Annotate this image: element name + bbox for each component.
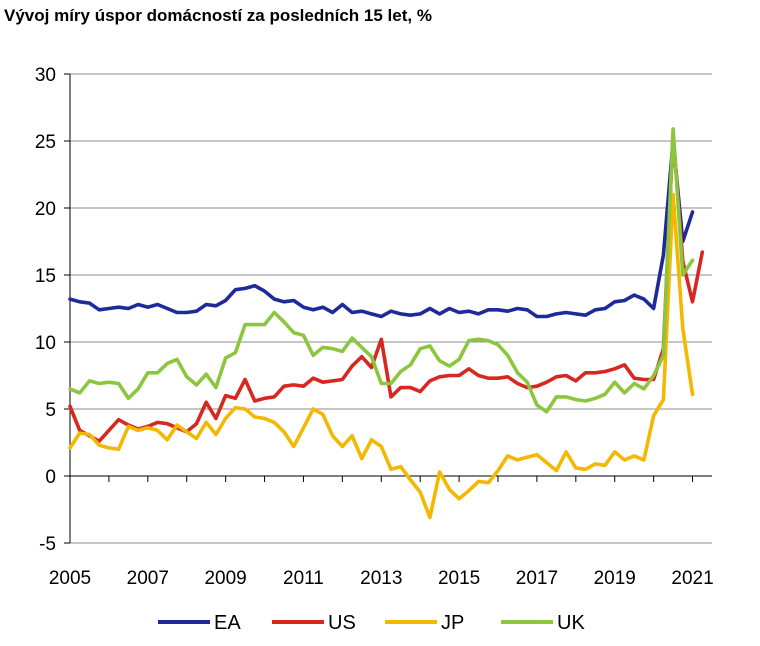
y-tick-label: 15 (35, 266, 56, 287)
series-line-jp (68, 192, 695, 520)
x-tick-label: 2021 (671, 568, 713, 589)
y-tick-label: 25 (35, 132, 56, 153)
x-tick-label: 2011 (283, 568, 324, 589)
series-line-us (68, 131, 705, 443)
legend-label-jp: JP (441, 612, 464, 634)
series-line-ea (68, 139, 695, 319)
x-tick-label: 2013 (360, 568, 402, 589)
x-tick-label: 2009 (204, 568, 246, 589)
legend-label-ea: EA (214, 612, 241, 634)
y-tick-labels: -5 0 5 10 15 20 25 30 (35, 65, 56, 555)
series-lines (68, 127, 705, 520)
y-tick-label: 0 (45, 467, 56, 488)
gridlines (70, 73, 712, 544)
legend: EA US JP UK (158, 612, 585, 634)
x-tick-label: 2019 (594, 568, 636, 589)
y-tick-label: 30 (35, 65, 56, 86)
y-tick-label: 5 (45, 400, 56, 421)
x-tick-label: 2007 (127, 568, 169, 589)
y-tick-label: 10 (35, 333, 56, 354)
x-tick-label: 2017 (516, 568, 558, 589)
legend-label-uk: UK (557, 612, 585, 634)
x-tick-label: 2005 (49, 568, 91, 589)
chart-title: Vývoj míry úspor domácností za posledníc… (4, 6, 432, 25)
axes (64, 73, 712, 544)
x-tick-labels: 2005 2007 2009 2011 2013 2015 2017 2019 2021 (49, 568, 714, 589)
x-tick-label: 2015 (438, 568, 480, 589)
legend-label-us: US (328, 612, 356, 634)
y-tick-label: -5 (39, 534, 56, 555)
series-line-uk (68, 127, 695, 414)
y-tick-label: 20 (35, 199, 56, 220)
